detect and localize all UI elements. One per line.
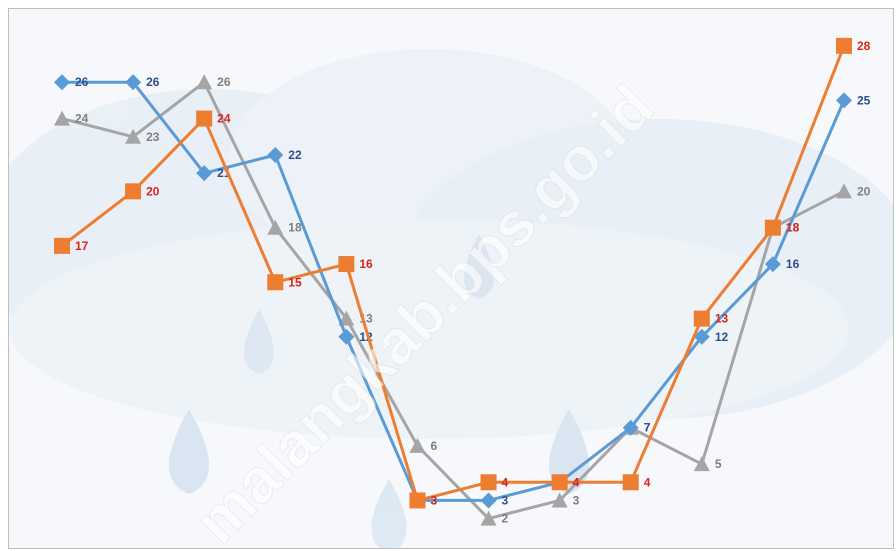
data-label: 15	[288, 275, 302, 289]
data-point-marker	[836, 183, 852, 199]
series-line	[61, 80, 845, 521]
data-point-marker	[196, 110, 213, 127]
data-point-marker	[125, 183, 142, 200]
data-label: 18	[288, 221, 302, 235]
data-label: 3	[430, 493, 437, 507]
data-point-marker	[54, 74, 70, 91]
data-label: 7	[644, 421, 651, 435]
data-point-marker	[267, 146, 284, 163]
data-label: 3	[502, 493, 509, 507]
background-art	[9, 49, 893, 548]
series-line	[62, 80, 846, 502]
data-point-marker	[836, 92, 852, 109]
data-point-marker	[480, 510, 497, 526]
data-point-marker	[267, 274, 284, 291]
data-label: 6	[430, 439, 437, 453]
data-point-marker	[125, 128, 142, 144]
data-label: 26	[75, 75, 89, 89]
data-label: 3	[430, 493, 437, 507]
data-point-marker	[764, 219, 781, 236]
data-label: 22	[288, 148, 302, 162]
data-label: 24	[217, 112, 231, 126]
data-label: 28	[857, 39, 871, 53]
data-point-marker	[54, 110, 70, 126]
data-point-marker	[125, 74, 142, 91]
data-point-marker	[836, 37, 852, 54]
data-point-marker	[693, 328, 710, 345]
data-point-marker	[338, 310, 355, 326]
data-point-marker	[480, 474, 497, 491]
data-label: 4	[644, 475, 651, 489]
data-label: 13	[715, 312, 729, 326]
series-line	[61, 45, 846, 502]
data-label: 4	[573, 475, 580, 489]
data-point-marker	[551, 492, 568, 508]
data-label: 3	[573, 493, 580, 507]
data-point-marker	[622, 419, 639, 436]
data-label: 5	[715, 457, 722, 471]
data-label: 26	[146, 75, 160, 89]
data-point-marker	[551, 474, 568, 491]
data-label: 17	[75, 239, 89, 253]
series-square: 17 20 24 15 16 3 4 4 4 13 18 28	[54, 37, 871, 509]
data-point-marker	[480, 492, 497, 509]
data-point-marker	[196, 165, 213, 182]
data-label: 20	[146, 184, 160, 198]
data-label: 24	[75, 112, 89, 126]
data-label: 23	[146, 130, 160, 144]
data-point-marker	[338, 328, 355, 345]
data-label: 18	[786, 221, 800, 235]
data-point-marker	[693, 456, 710, 472]
data-label: 26	[217, 75, 231, 89]
chart-frame: 24 23 26 18 13 6 2 3 7 5 18 20 26 26 21 22 12 3 3 4 7 12 16 25 1…	[8, 8, 894, 549]
data-label: 12	[715, 330, 729, 344]
data-point-marker	[54, 237, 70, 254]
data-point-marker	[622, 474, 639, 491]
data-point-marker	[267, 219, 284, 235]
data-label: 16	[359, 257, 373, 271]
data-label: 16	[786, 257, 800, 271]
data-point-marker	[693, 310, 710, 327]
data-point-marker	[409, 492, 426, 509]
data-label: 2	[502, 512, 509, 526]
data-label: 25	[857, 93, 871, 107]
data-point-marker	[409, 437, 426, 453]
data-label: 7	[644, 421, 651, 435]
data-label: 20	[857, 184, 871, 198]
data-point-marker	[196, 74, 213, 90]
data-label: 4	[502, 475, 509, 489]
data-point-marker	[764, 256, 781, 273]
data-point-marker	[338, 256, 355, 273]
